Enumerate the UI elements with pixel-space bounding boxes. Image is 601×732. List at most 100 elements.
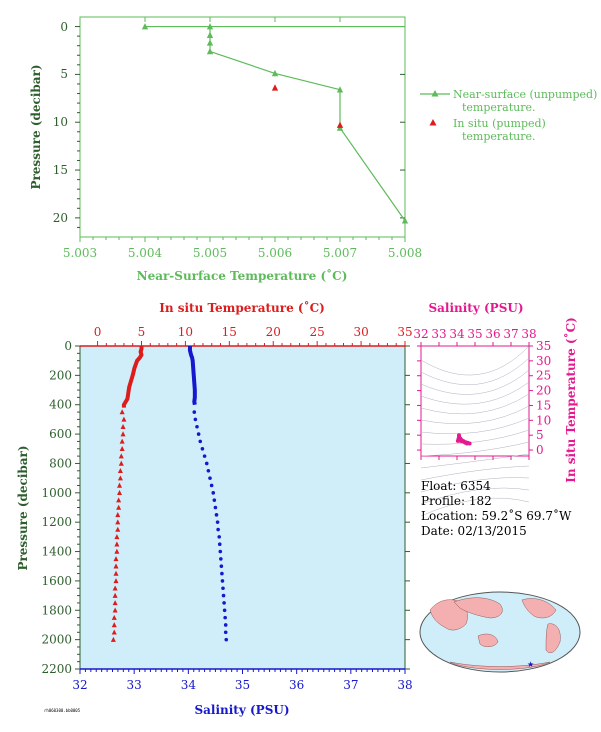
ts-y-tick-label: 35: [536, 339, 551, 353]
top-plot-frame: [79, 16, 406, 238]
pressure-tick-label: 1800: [41, 603, 72, 617]
salinity-point: [220, 571, 224, 576]
temperature-point: [115, 519, 121, 525]
salinity-point: [208, 476, 212, 480]
salinity-point: [202, 454, 207, 458]
salinity-point: [223, 623, 228, 627]
location: Location: 59.2˚S 69.7˚W: [421, 509, 572, 523]
salinity-point: [209, 483, 214, 488]
ts-point: [458, 436, 463, 441]
temperature-point: [115, 526, 121, 532]
temperature-point: [117, 475, 123, 481]
top-y-tick-label: 0: [60, 20, 68, 34]
top-y-tick-label: 5: [60, 67, 68, 81]
salinity-tick-label: 32: [72, 678, 87, 692]
temperature-point: [115, 512, 121, 518]
salinity-point: [214, 513, 219, 517]
legend-label-unpumped-2: temperature.: [462, 101, 536, 114]
density-contour: [420, 405, 530, 424]
ts-y-tick-label: 15: [536, 398, 551, 412]
salinity-tick-label: 33: [127, 678, 142, 692]
temperature-tick-label: 0: [94, 325, 102, 339]
density-contour: [420, 465, 530, 481]
pressure-tick-label: 1200: [41, 515, 72, 529]
temperature-axis-label: In situ Temperature (˚C): [159, 300, 325, 315]
temperature-point: [119, 409, 125, 415]
density-contour: [420, 453, 530, 469]
density-contour: [420, 381, 530, 405]
map-land-australia: [477, 633, 499, 647]
temperature-point: [117, 490, 123, 496]
salinity-point: [193, 417, 198, 422]
temperature-point: [118, 453, 124, 459]
salinity-tick-label: 35: [235, 678, 250, 692]
ts-x-tick-label: 36: [485, 327, 500, 341]
temperature-point: [114, 534, 120, 540]
pressure-tick-label: 800: [49, 456, 72, 470]
top-x-tick-label: 5.005: [193, 246, 227, 260]
main-y-axis-label: Pressure (decibar): [16, 445, 30, 570]
salinity-point: [216, 527, 220, 532]
density-contour: [420, 369, 530, 395]
salinity-tick-label: 38: [397, 678, 412, 692]
pressure-tick-label: 600: [49, 427, 72, 441]
temperature-point: [111, 629, 117, 635]
salinity-point: [223, 630, 228, 635]
ts-y-tick-label: 30: [536, 354, 551, 368]
pressure-tick-label: 0: [64, 339, 72, 353]
pumped-temperature-point: [336, 121, 344, 128]
temperature-point: [118, 460, 124, 466]
pressure-tick-label: 1600: [41, 574, 72, 588]
top-x-tick-label: 5.003: [63, 246, 97, 260]
float-id: Float: 6354: [421, 479, 491, 493]
temperature-point: [113, 570, 119, 576]
salinity-point: [218, 549, 223, 554]
density-contour: [420, 393, 530, 415]
map-land-south-america: [545, 623, 561, 653]
temperature-point: [112, 600, 118, 606]
ts-x-axis-label: Salinity (PSU): [428, 301, 523, 315]
pressure-tick-label: 2000: [41, 633, 72, 647]
salinity-point: [212, 498, 217, 502]
salinity-point: [219, 557, 223, 561]
temperature-point: [111, 614, 117, 620]
profile-number: Profile: 182: [421, 494, 492, 508]
ts-x-tick-label: 38: [521, 327, 536, 341]
salinity-point: [217, 535, 222, 539]
ts-y-tick-label: 20: [536, 384, 551, 398]
ts-y-tick-label: 25: [536, 369, 551, 383]
pressure-tick-label: 2200: [41, 662, 72, 676]
legend-label-pumped-2: temperature.: [462, 130, 536, 143]
temperature-tick-label: 5: [138, 325, 146, 339]
legend-marker-unpumped: [431, 90, 439, 97]
unpumped-temperature-point: [206, 47, 214, 55]
salinity-point: [222, 608, 227, 613]
top-x-tick-label: 5.004: [128, 246, 163, 260]
top-y-tick-label: 15: [53, 163, 68, 177]
pressure-tick-label: 1400: [41, 545, 72, 559]
credit-text: rh060300.bb0005: [44, 708, 81, 713]
density-contour: [420, 441, 530, 457]
temperature-point: [112, 607, 118, 613]
salinity-point: [219, 564, 224, 569]
main-plot-frame: [79, 345, 406, 670]
unpumped-temperature-point: [206, 31, 214, 38]
ts-point: [456, 433, 461, 438]
ts-y-axis-label: In situ Temperature (˚C): [563, 317, 578, 483]
unpumped-temperature-point: [206, 39, 214, 46]
temperature-point: [117, 482, 123, 488]
ts-y-tick-label: 10: [536, 413, 551, 427]
map-land-antarctica: [449, 661, 551, 670]
ts-x-tick-label: 32: [413, 327, 428, 341]
salinity-point: [224, 637, 229, 642]
temperature-point: [114, 541, 120, 547]
temperature-point: [119, 445, 125, 452]
pressure-tick-label: 200: [49, 368, 72, 382]
date: Date: 02/13/2015: [421, 524, 527, 538]
legend-marker-pumped: [429, 119, 437, 126]
ts-x-tick-label: 34: [449, 327, 465, 341]
salinity-point: [196, 432, 201, 436]
top-x-tick-label: 5.006: [258, 246, 292, 260]
